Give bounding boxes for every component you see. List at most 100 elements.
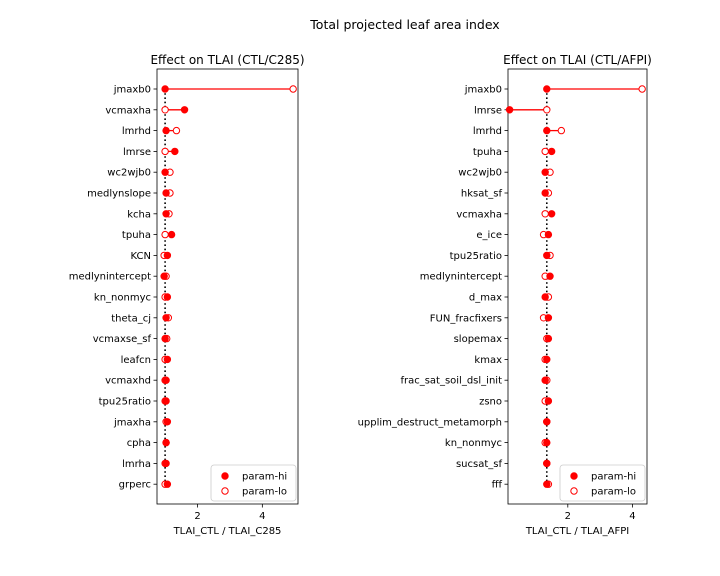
x-tick-label: 4 xyxy=(629,511,635,522)
y-tick-label: lmrha xyxy=(122,459,151,470)
legend-marker-param-lo xyxy=(570,487,578,495)
y-tick-label: medlynintercept xyxy=(420,272,502,283)
y-tick-label: medlynslope xyxy=(87,189,151,200)
y-tick-label: lmrse xyxy=(123,147,151,158)
point-param-hi xyxy=(161,85,169,93)
point-param-hi xyxy=(544,230,553,239)
x-tick-label: 2 xyxy=(194,511,200,522)
y-tick-label: jmaxb0 xyxy=(464,85,502,96)
point-param-hi xyxy=(162,210,170,218)
y-tick-label: wc2wjb0 xyxy=(107,168,151,179)
y-tick-label: d_max xyxy=(469,293,502,304)
y-tick-label: theta_cj xyxy=(111,313,151,324)
point-param-hi xyxy=(543,85,551,93)
point-param-hi xyxy=(546,272,554,280)
point-param-hi xyxy=(543,251,551,260)
point-param-lo xyxy=(161,106,169,114)
y-tick-label: wc2wjb0 xyxy=(458,168,502,179)
point-param-hi xyxy=(162,397,170,405)
y-tick-label: frac_sat_soil_dsl_init xyxy=(400,376,502,387)
point-param-lo xyxy=(289,85,297,93)
point-param-hi xyxy=(543,418,551,426)
y-tick-label: tpuha xyxy=(473,147,502,158)
point-param-lo xyxy=(541,210,549,218)
y-tick-label: kn_nonmyc xyxy=(445,438,502,449)
point-param-lo xyxy=(638,85,646,93)
point-param-lo xyxy=(541,147,549,156)
figure-title: Total projected leaf area index xyxy=(309,17,499,32)
y-tick-label: vcmaxha xyxy=(456,209,502,220)
y-tick-label: lmrse xyxy=(474,105,502,116)
y-tick-label: kmax xyxy=(474,355,502,366)
point-param-lo xyxy=(172,126,181,135)
axes-frame xyxy=(507,68,648,505)
y-tick-label: medlynintercept xyxy=(69,272,151,283)
legend-label: param-lo xyxy=(242,487,287,498)
x-tick-label: 2 xyxy=(565,511,571,522)
point-param-hi xyxy=(541,376,549,384)
point-param-hi xyxy=(162,126,170,135)
point-param-hi xyxy=(543,126,551,135)
y-tick-label: tpuha xyxy=(122,230,151,241)
y-tick-label: kcha xyxy=(127,209,151,220)
chart-panel-2: Effect on TLAI (CTL/AFPI) TLAI_CTL / TLAI… xyxy=(358,53,652,537)
point-param-hi xyxy=(543,355,551,364)
legend-label: param-hi xyxy=(242,472,287,483)
point-param-hi xyxy=(543,438,551,447)
point-param-hi xyxy=(543,459,551,468)
point-param-hi xyxy=(163,355,172,364)
legend-marker-param-hi xyxy=(221,472,229,480)
point-param-lo xyxy=(161,230,169,239)
point-param-hi xyxy=(162,376,170,384)
y-tick-label: jmaxb0 xyxy=(113,85,151,96)
legend-box xyxy=(210,464,297,502)
point-param-hi xyxy=(163,251,172,260)
x-axis-label: TLAI_CTL / TLAI_AFPI xyxy=(525,526,629,537)
point-param-hi xyxy=(544,397,553,405)
y-tick-label: grperc xyxy=(119,480,151,491)
legend-marker-param-hi xyxy=(570,472,578,480)
y-tick-label: leafcn xyxy=(121,355,151,366)
point-param-hi xyxy=(505,106,514,114)
point-param-hi xyxy=(544,314,553,322)
x-axis-label: TLAI_CTL / TLAI_C285 xyxy=(173,526,282,537)
y-tick-label: FUN_fracfixers xyxy=(430,313,502,324)
point-param-hi xyxy=(180,106,189,114)
chart-panel-1: Effect on TLAI (CTL/C285) TLAI_CTL / TLAI… xyxy=(69,53,305,537)
y-tick-label: e_ice xyxy=(476,230,502,241)
point-param-hi xyxy=(163,293,172,301)
y-tick-label: lmrhd xyxy=(122,126,151,137)
legend-label: param-hi xyxy=(591,472,636,483)
y-tick-label: kn_nonmyc xyxy=(94,293,151,304)
y-tick-label: fff xyxy=(492,480,503,491)
point-param-hi xyxy=(547,147,556,156)
y-tick-label: lmrhd xyxy=(473,126,502,137)
y-tick-label: vcmaxha xyxy=(105,105,151,116)
point-param-hi xyxy=(161,168,169,176)
point-param-hi xyxy=(171,147,179,156)
y-tick-label: upplim_destruct_metamorph xyxy=(358,417,502,428)
point-param-hi xyxy=(162,314,170,322)
axes-frame xyxy=(156,68,299,505)
y-tick-label: vcmaxse_sf xyxy=(93,334,152,345)
point-param-hi xyxy=(547,210,556,218)
y-tick-label: KCN xyxy=(131,251,151,262)
point-param-hi xyxy=(541,168,549,176)
y-tick-label: hksat_sf xyxy=(461,189,503,200)
legend: param-hi param-lo xyxy=(559,464,646,502)
point-param-lo xyxy=(543,106,551,114)
point-param-hi xyxy=(163,418,172,426)
y-tick-label: slopemax xyxy=(454,334,502,345)
y-tick-label: zsno xyxy=(479,397,502,408)
point-param-hi xyxy=(162,438,170,447)
point-param-hi xyxy=(167,230,176,239)
point-param-hi xyxy=(161,334,169,343)
chart-title: Effect on TLAI (CTL/AFPI) xyxy=(503,53,652,67)
point-param-hi xyxy=(162,459,170,468)
legend: param-hi param-lo xyxy=(210,464,297,502)
y-tick-label: tpu25ratio xyxy=(450,251,502,262)
point-param-hi xyxy=(543,480,551,488)
y-tick-label: jmaxha xyxy=(113,417,151,428)
point-param-hi xyxy=(541,293,549,301)
x-tick-label: 4 xyxy=(259,511,265,522)
